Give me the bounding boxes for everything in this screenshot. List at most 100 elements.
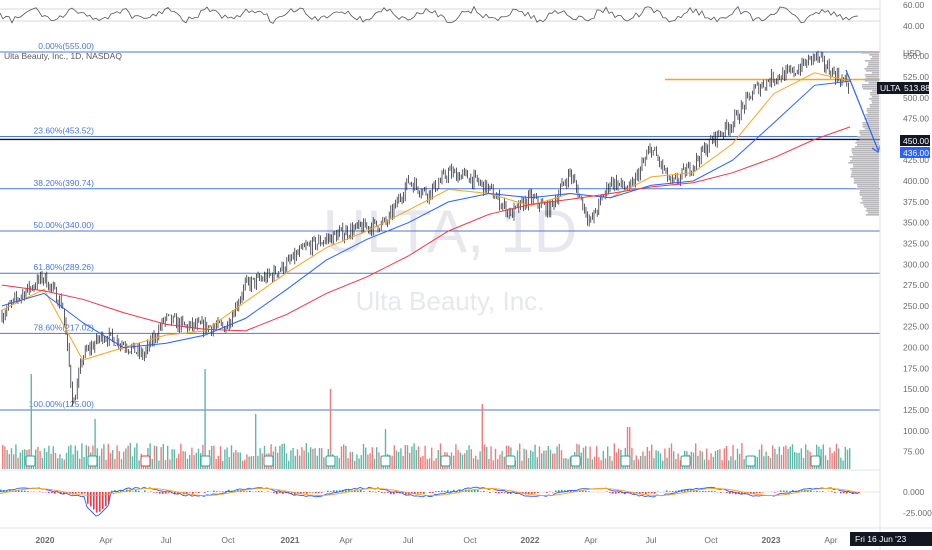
level-450-badge: 450.00 [903,136,929,146]
date-badge: Fri 16 Jun '23 [855,534,907,544]
macd-hist-bar-150 [450,490,452,492]
volume-bar-118 [261,453,263,469]
macd-hist-bar-185 [555,490,557,492]
macd-hist-bar-69 [207,491,209,492]
profile-bar-14 [864,80,879,82]
profile-bar-20 [869,92,879,94]
profile-bar-54 [850,160,879,162]
volume-bar-215 [475,455,477,469]
volume-bar-184 [406,445,409,469]
volume-bar-380 [838,448,840,469]
volume-bar-330 [728,460,730,469]
volume-bar-286 [631,447,633,469]
macd-hist-bar-146 [438,490,440,492]
macd-hist-bar-126 [378,491,380,492]
volume-bar-303 [668,447,670,469]
macd-hist-bar-134 [402,492,404,494]
macd-hist-bar-44 [132,491,134,492]
volume-bar-27 [61,458,63,469]
sma100-line [1,80,851,349]
volume-bar-134 [296,449,299,469]
y-tick-18: 75.00 [903,447,925,457]
profile-bar-19 [872,90,879,92]
volume-bar-92 [204,369,206,469]
macd-hist-bar-170 [510,492,512,494]
x-tick-8: 2022 [521,535,540,545]
volume-bar-268 [591,459,593,469]
volume-bar-142 [314,448,316,469]
profile-bar-38 [864,128,879,130]
volume-bar-44 [98,455,101,469]
profile-bar-16 [861,84,879,86]
macd-hist-bar-213 [639,492,641,495]
profile-bar-18 [862,88,879,90]
volume-bar-216 [477,459,479,469]
volume-bar-153 [338,458,340,469]
projection-arrow [845,69,879,151]
volume-bar-6 [15,444,17,469]
profile-bar-10 [871,72,879,74]
macd-hist-bar-6 [18,490,20,492]
volume-bars [2,369,851,469]
volume-bar-71 [158,460,160,469]
volume-bar-220 [486,446,488,469]
x-tick-3: Oct [221,535,235,545]
volume-bar-247 [545,450,547,469]
volume-bar-78 [173,449,175,469]
macd-hist-bar-54 [162,492,164,494]
macd-hist-bar-33 [99,492,101,512]
macd-hist-bar-31 [93,492,95,510]
macd-hist-bar-66 [198,492,200,494]
volume-bar-62 [138,460,140,469]
volume-bar-264 [582,447,585,469]
macd-tick-0: 0.000 [903,487,925,497]
volume-bar-257 [567,459,569,469]
macd-hist-bar-128 [384,492,386,493]
volume-bar-178 [393,445,395,469]
volume-bar-294 [648,450,651,469]
earnings-marker-6 [380,455,391,467]
volume-bar-205 [453,455,455,469]
macd-hist-bar-194 [582,490,584,492]
volume-bar-238 [525,449,527,469]
volume-bar-18 [41,457,43,469]
profile-bar-33 [864,118,879,120]
volume-bar-275 [607,446,609,469]
volume-bar-161 [356,454,358,469]
macd-hist-bar-177 [531,492,533,494]
volume-bar-112 [248,456,250,469]
earnings-marker-13 [810,455,821,467]
earnings-marker-1 [87,455,98,467]
volume-bar-75 [167,445,169,469]
volume-bar-251 [554,453,556,469]
volume-bar-188 [415,450,417,469]
watermark-company: Ulta Beauty, Inc. [356,286,545,316]
macd-hist-bar-252 [756,492,758,494]
volume-bar-73 [162,443,164,469]
price-axis: USD 550.00 525.00 500.00 475.00 425.00 400.00… [877,0,930,550]
macd-hist-bar-104 [312,492,314,493]
rsi-tick-40: 40.00 [903,21,925,31]
macd-hist-bar-212 [636,492,638,494]
macd-hist-bar-81 [243,491,245,492]
volume-bar-366 [807,449,809,469]
volume-bar-17 [39,451,41,469]
fib-label-3: 50.00%(340.00) [34,220,95,230]
macd-hist-bar-144 [432,492,434,493]
volume-bar-97 [215,459,217,469]
macd-hist-bar-72 [216,491,218,492]
volume-bar-244 [538,446,541,469]
macd-hist-bar-119 [357,490,359,492]
volume-bar-165 [365,447,367,469]
volume-bar-52 [116,445,118,469]
y-tick-6: 375.00 [903,197,929,207]
profile-bar-36 [862,124,879,126]
macd-hist-bar-165 [495,492,497,494]
volume-bar-332 [732,445,734,469]
macd-hist-bar-178 [534,492,536,494]
volume-bar-250 [552,453,554,469]
volume-bar-329 [725,446,728,469]
volume-bar-77 [171,449,173,469]
volume-bar-327 [721,460,723,469]
time-axis: 2020 Apr Jul Oct 2021 Apr Jul Oct 2022 Apr Jul Oct 2… [0,527,932,546]
